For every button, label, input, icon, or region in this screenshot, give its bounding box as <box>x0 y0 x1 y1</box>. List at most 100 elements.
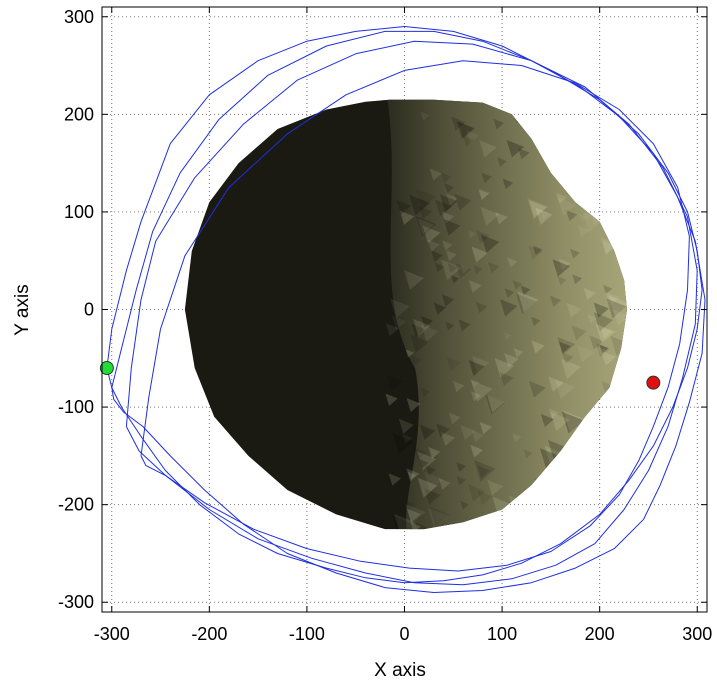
asteroid-facet <box>552 259 570 277</box>
asteroid-facet <box>460 500 469 510</box>
asteroid-facet <box>558 341 571 354</box>
asteroid-facet <box>479 140 497 158</box>
asteroid-facet <box>513 348 524 358</box>
x-axis-label: X axis <box>374 660 426 681</box>
asteroid-facet <box>494 357 515 378</box>
asteroid-facet <box>478 188 491 200</box>
asteroid-facet <box>415 188 437 210</box>
axis-ticks: -300 -200 -100 0 100 200 300 -300 -200 -100 0 100 20… <box>58 7 712 644</box>
asteroid-facet <box>413 447 427 460</box>
asteroid-facet <box>548 376 564 392</box>
asteroid-facet <box>593 312 614 332</box>
asteroid-facet <box>495 211 508 225</box>
asteroid-facet <box>518 147 530 160</box>
asteroid-facet <box>596 343 610 357</box>
trajectory-loop-3 <box>140 60 690 572</box>
asteroid-facet <box>441 259 462 280</box>
y-axis-label: Y axis <box>12 284 33 335</box>
asteroid-facet <box>608 295 627 317</box>
asteroid-facet <box>470 380 493 402</box>
y-tick-label: -300 <box>58 592 94 612</box>
asteroid-facet <box>455 263 472 279</box>
asteroid-facet <box>451 275 460 284</box>
trajectory-loop-1 <box>111 30 706 593</box>
asteroid-facet <box>566 210 578 222</box>
x-tick-label: 100 <box>487 624 517 644</box>
asteroid-facet <box>544 445 564 465</box>
asteroid-facet <box>487 395 505 413</box>
asteroid-facet <box>471 355 490 373</box>
asteroid-facet <box>487 479 504 496</box>
asteroid-facet <box>601 350 617 366</box>
asteroid-facet <box>497 157 507 167</box>
asteroid-facet <box>402 433 413 444</box>
asteroid-facet <box>601 381 614 393</box>
asteroid-facet <box>475 301 488 314</box>
asteroid-facet <box>520 285 531 296</box>
asteroid-facet <box>577 225 590 238</box>
asteroid-facet <box>595 323 616 344</box>
asteroid-facet <box>460 264 470 274</box>
asteroid-facet <box>531 316 541 327</box>
asteroid-facet <box>566 302 582 319</box>
end-point-marker <box>646 375 661 390</box>
asteroid-facet <box>443 218 461 236</box>
x-tick-label: -300 <box>94 624 130 644</box>
asteroid-facet <box>460 424 476 441</box>
asteroid-facet <box>527 198 549 220</box>
x-tick-label: -200 <box>191 624 227 644</box>
asteroid-facet <box>467 484 486 502</box>
asteroid-facet <box>454 193 472 211</box>
asteroid-facet <box>439 194 458 212</box>
asteroid-facet <box>613 309 627 326</box>
asteroid-facet <box>417 451 437 471</box>
asteroid-facet <box>385 393 398 406</box>
asteroid-facet <box>415 522 435 530</box>
asteroid-facet <box>456 462 467 473</box>
asteroid-facet <box>405 503 426 525</box>
asteroid-facet <box>429 168 442 181</box>
asteroid-facet <box>523 449 533 459</box>
asteroid-facet <box>386 374 403 391</box>
asteroid-facet <box>406 508 421 523</box>
asteroid-facet <box>447 263 458 274</box>
asteroid-facet <box>390 298 410 319</box>
asteroid-facet <box>504 353 519 368</box>
asteroid-facet <box>583 287 596 301</box>
asteroid-facet <box>406 468 420 482</box>
asteroid-facet <box>532 245 543 256</box>
asteroid-facet <box>470 378 480 388</box>
asteroid-facet <box>410 334 429 353</box>
y-tick-label: -200 <box>58 495 94 515</box>
asteroid-facet <box>535 207 553 225</box>
asteroid-facet <box>424 471 444 492</box>
asteroid-facet <box>441 211 455 224</box>
asteroid-facet <box>478 189 489 200</box>
asteroid-facet <box>570 248 581 259</box>
asteroid-facet <box>416 216 436 237</box>
asteroid-facet <box>506 139 525 158</box>
asteroid-facet <box>589 335 604 350</box>
asteroid-facet <box>456 121 475 140</box>
trajectory-endpoints <box>99 361 661 390</box>
asteroid-facet <box>438 478 451 490</box>
asteroid-facet <box>512 433 522 443</box>
asteroid-facet <box>480 206 500 226</box>
asteroid-facet <box>405 349 414 358</box>
asteroid-facet <box>540 414 554 428</box>
asteroid-facet <box>411 323 426 338</box>
asteroid-facet <box>406 397 421 413</box>
asteroid-facet <box>451 116 466 131</box>
asteroid-facet <box>587 314 598 325</box>
x-tick-label: 200 <box>585 624 615 644</box>
asteroid-facet <box>446 193 458 206</box>
asteroid-facet <box>419 206 432 220</box>
y-tick-label: -100 <box>58 397 94 417</box>
asteroid-facet <box>433 302 447 315</box>
asteroid-facet <box>558 258 571 271</box>
asteroid-facet <box>557 276 567 286</box>
asteroid-facet <box>557 336 576 356</box>
asteroid-facet <box>394 513 416 530</box>
y-tick-label: 300 <box>64 7 94 27</box>
